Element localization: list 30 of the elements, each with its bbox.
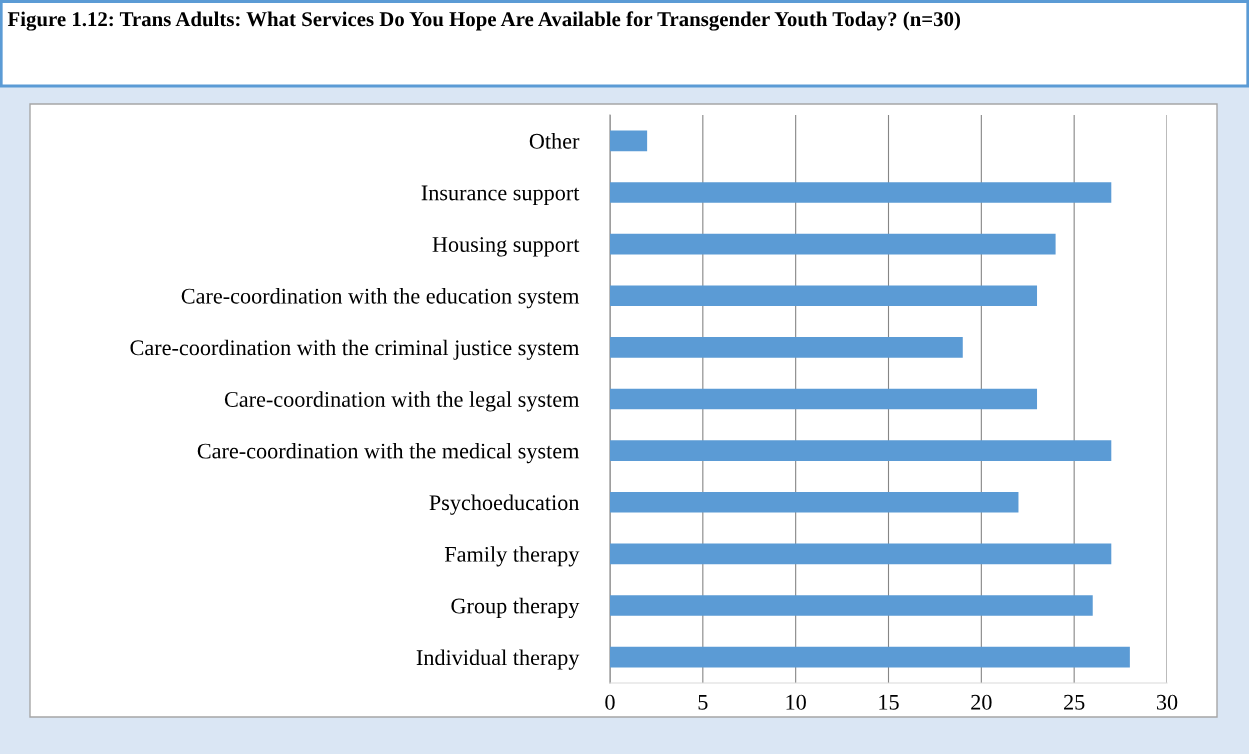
bar [610, 388, 1038, 410]
y-tick-label: Individual therapy [416, 649, 580, 670]
y-tick-label: Other [529, 133, 580, 149]
x-tick-label: 30 [1156, 694, 1178, 710]
x-tick-label: 5 [698, 694, 708, 710]
bar [610, 337, 963, 358]
x-tick-label: 10 [786, 694, 806, 710]
x-tick-label: 0 [605, 694, 615, 710]
y-tick-label: Housing support [432, 237, 580, 257]
bar [610, 233, 1056, 255]
chart-title: Figure 1.12: Trans Adults: What Services Do You Hope Are Available for Transgender Youth Today? (n=30) [7, 11, 961, 31]
y-tick-label: Care-coordination with the criminal justice system [130, 339, 580, 360]
y-tick-label: Family therapy [444, 546, 580, 567]
y-tick-label: Group therapy [451, 597, 580, 619]
y-tick-label: Psychoeducation [429, 494, 580, 515]
bar [610, 491, 1019, 513]
bar [610, 182, 1112, 203]
bar [610, 130, 648, 152]
bar [610, 285, 1038, 307]
x-tick-label: 25 [1064, 694, 1085, 710]
bar [610, 440, 1112, 461]
y-tick-label: Care-coordination with the education system [181, 288, 580, 309]
bar [610, 646, 1130, 668]
y-tick-label: Insurance support [421, 185, 580, 205]
bar [610, 543, 1112, 565]
y-tick-label: Care-coordination with the medical system [197, 442, 580, 464]
x-tick-label: 15 [879, 694, 899, 710]
y-tick-label: Care-coordination with the legal system [224, 391, 580, 412]
bar [610, 595, 1093, 616]
x-tick-label: 20 [971, 694, 992, 710]
